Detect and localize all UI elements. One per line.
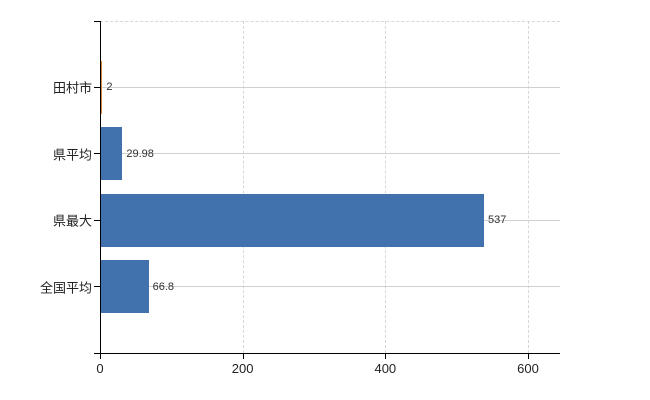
category-label: 田村市: [52, 80, 92, 96]
bar-value-label: 66.8: [152, 280, 175, 293]
category-label: 県最大: [52, 213, 92, 229]
x-axis-tick: [100, 353, 101, 359]
y-axis: [100, 21, 101, 353]
category-label: 全国平均: [39, 280, 92, 296]
bar: [101, 193, 485, 247]
gridline-vertical: [242, 21, 244, 353]
gridline-row: [100, 286, 560, 288]
bar: [101, 260, 149, 314]
bar-value-label: 537: [488, 214, 507, 227]
gridline-row: [100, 86, 560, 88]
x-axis-tick: [242, 353, 244, 359]
gridline-vertical: [385, 21, 387, 353]
bar: [101, 127, 123, 181]
x-tick-label: 0: [96, 361, 104, 376]
y-axis-tick: [94, 153, 100, 155]
x-axis: [94, 353, 560, 354]
plot-top-border: [100, 21, 560, 22]
y-axis-tick: [94, 219, 100, 221]
x-axis-tick: [385, 353, 387, 359]
y-axis-tick: [94, 20, 100, 22]
bar-value-label: 29.98: [126, 147, 154, 160]
category-label: 県平均: [52, 147, 92, 163]
x-axis-tick: [528, 353, 529, 359]
y-axis-tick: [94, 286, 100, 288]
y-axis-tick: [94, 86, 100, 88]
x-tick-label: 200: [231, 361, 254, 376]
bar: [101, 60, 103, 114]
x-tick-label: 600: [517, 361, 539, 376]
gridline-vertical: [528, 21, 529, 353]
bar-value-label: 2: [106, 81, 113, 94]
x-tick-label: 400: [374, 361, 397, 376]
gridline-row: [100, 153, 560, 155]
